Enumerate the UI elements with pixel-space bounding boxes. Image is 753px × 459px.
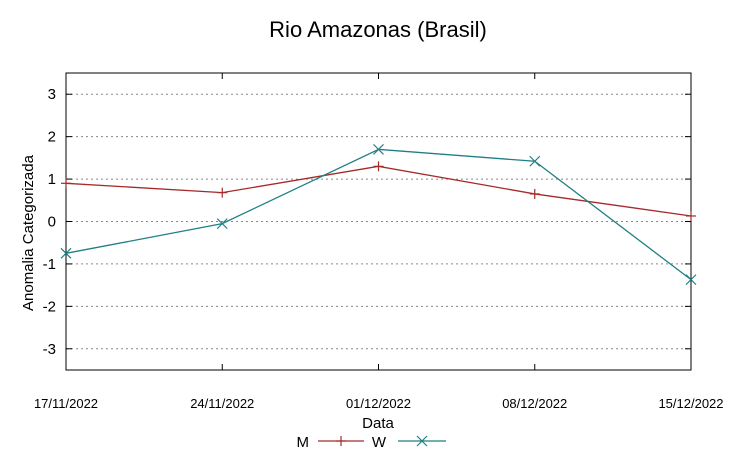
x-tick-label: 15/12/2022	[658, 396, 723, 411]
marker-stroke	[416, 435, 428, 447]
data-point-W-4	[685, 274, 697, 286]
x-tick-label: 17/11/2022	[34, 396, 98, 411]
x-tick-label: 24/11/2022	[190, 396, 254, 411]
y-tick-label: -1	[43, 256, 56, 273]
data-point-M-0	[61, 178, 71, 189]
marker-stroke	[529, 155, 541, 167]
marker-stroke	[373, 143, 384, 155]
y-tick-label: 1	[48, 171, 56, 188]
grid-lines	[66, 93, 691, 350]
x-tick-label: 08/12/2022	[502, 396, 567, 411]
marker-stroke	[685, 274, 697, 286]
chart-title: Rio Amazonas (Brasil)	[269, 17, 487, 42]
data-point-M-3	[529, 188, 540, 199]
legend-marker-W	[416, 435, 428, 447]
marker-stroke	[60, 247, 72, 259]
data-point-M-1	[217, 187, 228, 198]
y-axis-ticks: 3 2 1 0 -1 -2 -3	[43, 86, 691, 358]
y-tick-label: 0	[48, 214, 56, 231]
data-point-M-4	[686, 210, 696, 221]
x-axis-label: Data	[362, 415, 394, 432]
y-tick-label: 3	[48, 86, 56, 103]
legend-label-W: W	[372, 434, 387, 451]
y-tick-label: -3	[43, 341, 56, 358]
x-tick-label: 01/12/2022	[346, 396, 411, 411]
data-point-W-2	[373, 143, 384, 155]
y-tick-label: -2	[43, 298, 56, 315]
legend-marker-M	[336, 436, 346, 446]
x-axis-ticks: 17/11/2022 24/11/2022 01/12/2022 08/12/2022…	[34, 73, 724, 411]
y-tick-label: 2	[48, 129, 56, 146]
data-point-W-1	[216, 218, 228, 230]
legend-label-M: M	[297, 434, 310, 451]
marker-stroke	[216, 218, 228, 230]
series-group	[60, 143, 697, 286]
data-point-M-2	[373, 161, 384, 172]
y-axis-label: Anomalia Categorizada	[20, 154, 37, 311]
data-point-W-3	[529, 155, 541, 167]
data-point-W-0	[60, 247, 72, 259]
